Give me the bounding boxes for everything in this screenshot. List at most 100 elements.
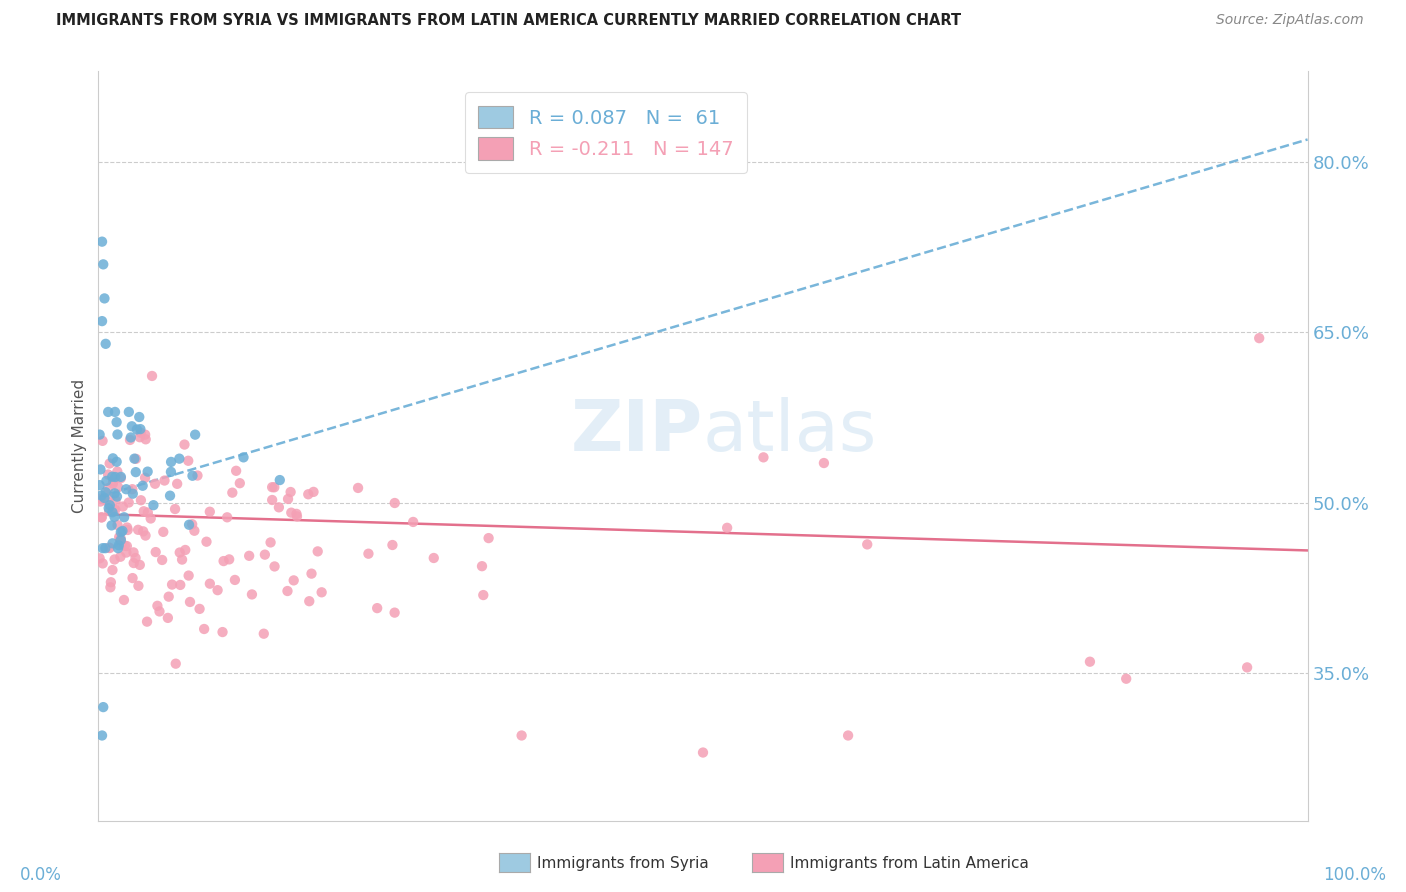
Point: [91, 235, 114, 249]
Point: [98, 491, 121, 505]
Point: [112, 510, 135, 524]
Point: [169, 578, 191, 592]
Point: [105, 415, 128, 429]
Point: [127, 523, 149, 537]
Point: [159, 489, 181, 503]
Point: [101, 451, 124, 466]
Point: [115, 545, 138, 559]
Text: Immigrants from Syria: Immigrants from Syria: [537, 856, 709, 871]
Point: [221, 485, 243, 500]
Point: [104, 486, 127, 500]
Point: [100, 575, 122, 590]
Point: [103, 552, 125, 566]
Point: [89, 427, 111, 442]
Point: [111, 524, 134, 538]
Point: [105, 455, 128, 469]
Point: [129, 425, 152, 440]
Point: [101, 505, 124, 519]
Point: [263, 480, 285, 494]
Point: [160, 465, 183, 479]
Point: [125, 465, 148, 479]
Point: [122, 556, 145, 570]
Point: [96, 474, 118, 488]
Point: [280, 506, 302, 520]
Point: [91, 541, 114, 556]
Point: [91, 257, 114, 271]
Point: [402, 515, 425, 529]
Point: [128, 430, 150, 444]
Point: [128, 558, 150, 572]
Point: [124, 451, 146, 466]
Point: [225, 464, 247, 478]
Point: [125, 451, 148, 466]
Point: [115, 520, 138, 534]
Point: [97, 481, 120, 495]
Point: [285, 509, 308, 524]
Point: [112, 593, 135, 607]
Point: [118, 433, 141, 447]
Text: IMMIGRANTS FROM SYRIA VS IMMIGRANTS FROM LATIN AMERICA CURRENTLY MARRIED CORRELA: IMMIGRANTS FROM SYRIA VS IMMIGRANTS FROM…: [56, 13, 962, 29]
Point: [174, 543, 197, 558]
Point: [89, 478, 111, 492]
Point: [269, 473, 291, 487]
Point: [91, 314, 114, 328]
Point: [136, 465, 159, 479]
Point: [108, 533, 131, 547]
Point: [148, 604, 170, 618]
Point: [120, 430, 142, 444]
Point: [135, 432, 157, 446]
Point: [91, 700, 114, 714]
Point: [105, 465, 128, 479]
Point: [211, 625, 233, 640]
Point: [108, 538, 131, 552]
Point: [263, 559, 285, 574]
Point: [132, 504, 155, 518]
Point: [165, 657, 187, 671]
Legend: R = 0.087   N =  61, R = -0.211   N = 147: R = 0.087 N = 61, R = -0.211 N = 147: [465, 92, 747, 173]
Point: [104, 493, 127, 508]
Point: [107, 480, 129, 494]
Point: [101, 469, 124, 483]
Point: [156, 611, 179, 625]
Point: [179, 595, 201, 609]
Point: [107, 427, 129, 442]
Point: [103, 474, 125, 488]
Point: [107, 518, 129, 533]
Text: 100.0%: 100.0%: [1323, 865, 1386, 884]
Point: [347, 481, 370, 495]
Y-axis label: Currently Married: Currently Married: [72, 379, 87, 513]
Point: [129, 422, 152, 436]
Point: [91, 557, 114, 571]
Point: [253, 548, 276, 562]
Point: [198, 505, 221, 519]
Point: [136, 506, 159, 520]
Point: [692, 746, 714, 760]
Point: [110, 471, 132, 485]
Point: [285, 507, 308, 521]
Point: [118, 405, 141, 419]
Point: [134, 427, 156, 442]
Point: [302, 484, 325, 499]
Point: [166, 476, 188, 491]
Point: [98, 457, 121, 471]
Point: [94, 541, 117, 556]
Text: ZIP: ZIP: [571, 397, 703, 466]
Point: [98, 541, 121, 555]
Point: [177, 454, 200, 468]
Point: [510, 729, 533, 743]
Point: [184, 427, 207, 442]
Point: [90, 489, 112, 503]
Point: [253, 626, 276, 640]
Point: [121, 419, 143, 434]
Point: [1236, 660, 1258, 674]
Point: [311, 585, 333, 599]
Point: [181, 468, 204, 483]
Point: [129, 493, 152, 508]
Point: [277, 491, 299, 506]
Point: [157, 590, 180, 604]
Point: [471, 559, 494, 574]
Point: [276, 584, 298, 599]
Point: [121, 571, 143, 585]
Point: [188, 602, 211, 616]
Point: [125, 422, 148, 436]
